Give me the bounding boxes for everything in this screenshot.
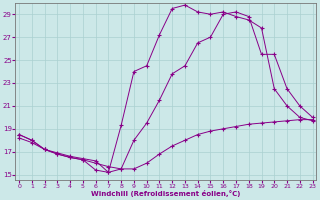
- X-axis label: Windchill (Refroidissement éolien,°C): Windchill (Refroidissement éolien,°C): [91, 190, 241, 197]
